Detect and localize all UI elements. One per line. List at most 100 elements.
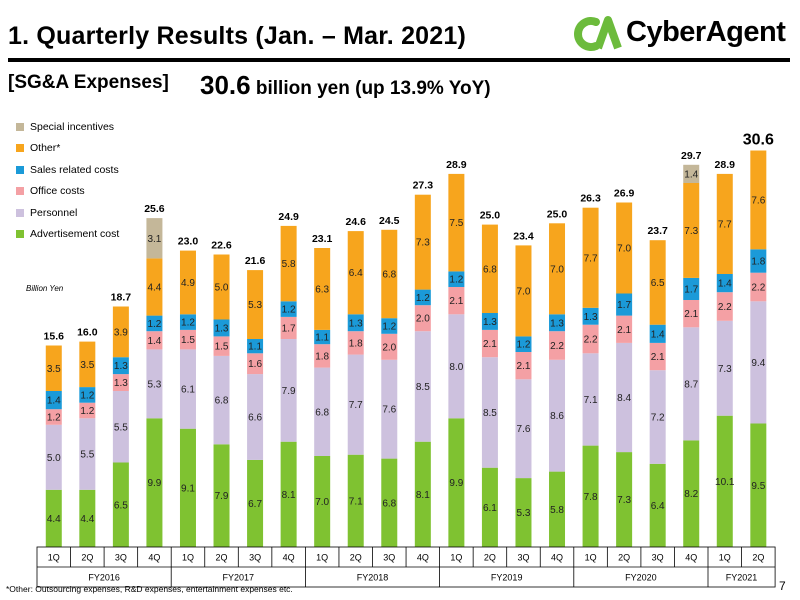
data-label-office: 2.1 (617, 325, 631, 336)
bar-segment-personnel (549, 359, 566, 472)
bar-segment-office (683, 300, 700, 328)
data-label-other: 6.3 (315, 284, 329, 295)
bar-segment-other (649, 240, 666, 325)
data-label-special: 1.4 (684, 169, 698, 180)
bar-segment-office (448, 287, 465, 315)
total-label: 28.9 (446, 159, 467, 171)
bar-segment-sales (716, 274, 733, 293)
data-label-personnel: 9.4 (751, 358, 765, 369)
bar-segment-other (549, 223, 566, 315)
legend-label: Office costs (30, 185, 85, 198)
data-label-other: 6.4 (349, 268, 363, 279)
bar-segment-office (716, 292, 733, 321)
data-label-other: 7.0 (617, 244, 631, 255)
bar-segment-office (649, 342, 666, 371)
quarter-tick-label: 4Q (417, 553, 429, 563)
bar-segment-advertisement (314, 456, 331, 547)
data-label-sales: 1.2 (147, 319, 161, 330)
data-label-sales: 1.2 (416, 293, 430, 304)
legend-item-other: Other* (16, 138, 119, 160)
company-logo: CyberAgent (574, 14, 794, 56)
quarter-tick-label: 2Q (752, 553, 764, 563)
bar-segment-advertisement (79, 489, 96, 547)
data-label-sales: 1.1 (248, 342, 262, 353)
bar-segment-advertisement (179, 428, 196, 547)
bar-segment-sales (414, 289, 431, 306)
data-label-office: 2.1 (684, 309, 698, 320)
legend-label: Other* (30, 142, 61, 155)
data-label-personnel: 7.2 (651, 413, 665, 424)
quarter-tick-label: 4Q (148, 553, 160, 563)
bar-segment-office (414, 305, 431, 332)
bar-segment-sales (146, 315, 163, 332)
bar-segment-sales (649, 324, 666, 343)
data-label-personnel: 7.3 (718, 364, 732, 375)
bar-segment-sales (381, 318, 398, 334)
quarter-tick-label: 1Q (48, 553, 60, 563)
data-label-personnel: 8.5 (483, 408, 497, 419)
bar-segment-office (549, 331, 566, 360)
bar-segment-office (280, 316, 297, 339)
page-number: 7 (779, 579, 786, 593)
bar-segment-sales (683, 277, 700, 300)
data-label-advertisement: 5.3 (517, 508, 531, 519)
quarter-tick-label: 3Q (517, 553, 529, 563)
total-label: 26.9 (614, 188, 635, 200)
bar-segment-office (213, 336, 230, 356)
data-label-advertisement: 6.5 (114, 500, 128, 511)
data-label-sales: 1.3 (584, 312, 598, 323)
bar-segment-office (314, 344, 331, 368)
quarter-tick-label: 3Q (115, 553, 127, 563)
total-label: 23.7 (647, 225, 668, 237)
data-label-office: 1.8 (315, 351, 329, 362)
bar-segment-office (582, 324, 599, 354)
data-label-personnel: 7.9 (282, 386, 296, 397)
data-label-advertisement: 5.8 (550, 505, 564, 516)
data-label-advertisement: 9.1 (181, 483, 195, 494)
data-label-office: 2.1 (483, 339, 497, 350)
bar-segment-sales (515, 336, 532, 352)
legend-swatch (16, 165, 24, 174)
data-label-office: 2.2 (550, 341, 564, 352)
data-label-advertisement: 6.7 (248, 499, 262, 510)
quarter-tick-label: 4Q (685, 553, 697, 563)
data-label-sales: 1.4 (718, 279, 732, 290)
data-label-sales: 1.7 (617, 300, 631, 311)
bar-segment-advertisement (549, 471, 566, 547)
total-label: 16.0 (77, 327, 98, 339)
bar-segment-sales (179, 314, 196, 330)
bar-segment-advertisement (716, 415, 733, 547)
data-label-office: 1.5 (181, 335, 195, 346)
bar-segment-personnel (649, 370, 666, 464)
bar-segment-other (280, 225, 297, 302)
data-label-advertisement: 7.0 (315, 497, 329, 508)
legend-label: Special incentives (30, 120, 115, 133)
data-label-other: 5.8 (282, 259, 296, 270)
data-label-office: 1.7 (282, 323, 296, 334)
data-label-personnel: 6.6 (248, 413, 262, 424)
quarter-tick-label: 4Q (551, 553, 563, 563)
bar-segment-personnel (45, 424, 62, 490)
bar-segment-advertisement (247, 459, 264, 547)
legend-label: Personnel (30, 206, 78, 219)
total-label: 23.1 (312, 233, 333, 245)
bar-segment-personnel (347, 354, 364, 455)
data-label-office: 2.1 (517, 361, 531, 372)
data-label-personnel: 8.6 (550, 411, 564, 422)
bar-segment-sales (616, 293, 633, 316)
data-label-other: 7.3 (416, 238, 430, 249)
data-label-sales: 1.2 (181, 318, 195, 329)
bar-segment-personnel (616, 342, 633, 453)
data-label-personnel: 6.1 (181, 385, 195, 396)
bar-segment-advertisement (213, 444, 230, 547)
bar-segment-other (347, 231, 364, 315)
bar-segment-advertisement (347, 454, 364, 547)
bar-segment-advertisement (146, 418, 163, 547)
data-label-personnel: 5.3 (147, 379, 161, 390)
legend-item-personnel: Personnel (16, 202, 119, 224)
data-label-personnel: 7.6 (517, 424, 531, 435)
bar-segment-other (146, 258, 163, 316)
bar-segment-office (616, 315, 633, 343)
data-label-advertisement: 4.4 (47, 514, 61, 525)
bar-segment-personnel (481, 357, 498, 468)
